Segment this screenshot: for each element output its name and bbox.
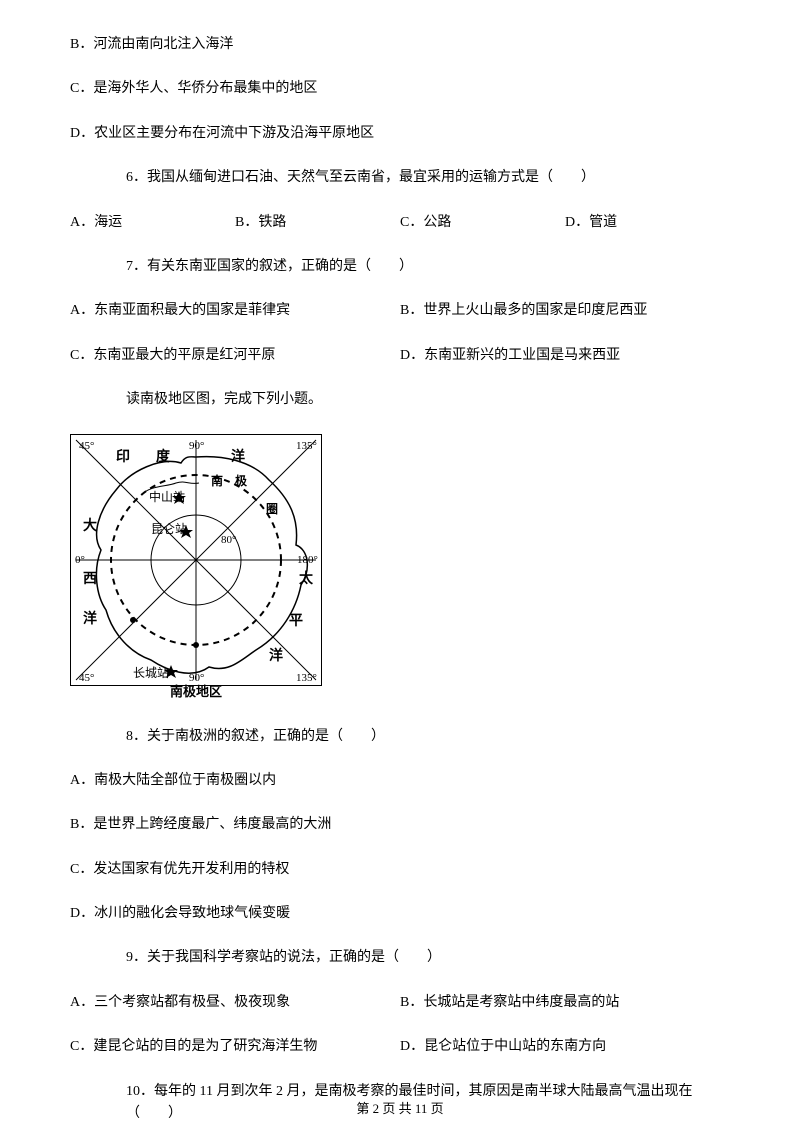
svg-text:80°: 80°	[221, 534, 236, 546]
svg-text:度: 度	[156, 448, 171, 465]
svg-text:135°: 135°	[296, 440, 317, 452]
svg-text:洋: 洋	[269, 647, 283, 664]
svg-text:45°: 45°	[79, 440, 94, 452]
q5-option-b: B．河流由南向北注入海洋	[70, 34, 730, 56]
q7-option-d: D．东南亚新兴的工业国是马来西亚	[400, 345, 730, 367]
q9-option-c: C．建昆仑站的目的是为了研究海洋生物	[70, 1036, 400, 1058]
svg-text:大: 大	[83, 517, 97, 534]
q6-stem: 6．我国从缅甸进口石油、天然气至云南省，最宜采用的运输方式是（ ）	[70, 167, 730, 189]
svg-text:中山站: 中山站	[149, 489, 185, 504]
q5-option-c: C．是海外华人、华侨分布最集中的地区	[70, 78, 730, 100]
svg-text:昆仑站: 昆仑站	[151, 522, 187, 536]
svg-text:太: 太	[299, 570, 314, 587]
svg-text:印: 印	[116, 448, 130, 465]
svg-text:圈: 圈	[266, 501, 278, 516]
q7-option-a: A．东南亚面积最大的国家是菲律宾	[70, 300, 400, 322]
map-svg: 45° 90° 135° 0° 180° 45° 90° 135° 80° 印度…	[71, 435, 321, 685]
svg-text:0°: 0°	[75, 554, 85, 566]
svg-text:西: 西	[83, 571, 97, 587]
svg-text:180°: 180°	[297, 554, 318, 566]
q8-stem: 8．关于南极洲的叙述，正确的是（ ）	[70, 726, 730, 748]
map-caption: 南极地区	[71, 682, 321, 703]
q9-option-d: D．昆仑站位于中山站的东南方向	[400, 1036, 730, 1058]
q9-stem: 9．关于我国科学考察站的说法，正确的是（ ）	[70, 947, 730, 969]
svg-text:90°: 90°	[189, 440, 204, 452]
q7-option-b: B．世界上火山最多的国家是印度尼西亚	[400, 300, 730, 322]
q8-option-c: C．发达国家有优先开发利用的特权	[70, 859, 730, 881]
q9-option-b: B．长城站是考察站中纬度最高的站	[400, 992, 730, 1014]
q9-option-a: A．三个考察站都有极昼、极夜现象	[70, 992, 400, 1014]
q8-option-b: B．是世界上跨经度最广、纬度最高的大洲	[70, 814, 730, 836]
svg-text:南 极: 南 极	[211, 473, 248, 488]
svg-text:洋: 洋	[83, 610, 97, 627]
svg-text:平: 平	[289, 613, 303, 629]
q7-stem: 7．有关东南亚国家的叙述，正确的是（ ）	[70, 256, 730, 278]
q7-option-c: C．东南亚最大的平原是红河平原	[70, 345, 400, 367]
svg-text:长城站: 长城站	[133, 666, 169, 680]
page-footer: 第 2 页 共 11 页	[0, 1098, 800, 1117]
q8-option-a: A．南极大陆全部位于南极圈以内	[70, 770, 730, 792]
q8-option-d: D．冰川的融化会导致地球气候变暖	[70, 903, 730, 925]
q6-option-a: A．海运	[70, 212, 235, 234]
q6-option-c: C．公路	[400, 212, 565, 234]
antarctic-map: 45° 90° 135° 0° 180° 45° 90° 135° 80° 印度…	[70, 434, 322, 686]
svg-text:洋: 洋	[231, 448, 245, 465]
q6-option-b: B．铁路	[235, 212, 400, 234]
q6-option-d: D．管道	[565, 212, 730, 234]
map-instruction: 读南极地区图，完成下列小题。	[70, 389, 730, 411]
q5-option-d: D．农业区主要分布在河流中下游及沿海平原地区	[70, 123, 730, 145]
